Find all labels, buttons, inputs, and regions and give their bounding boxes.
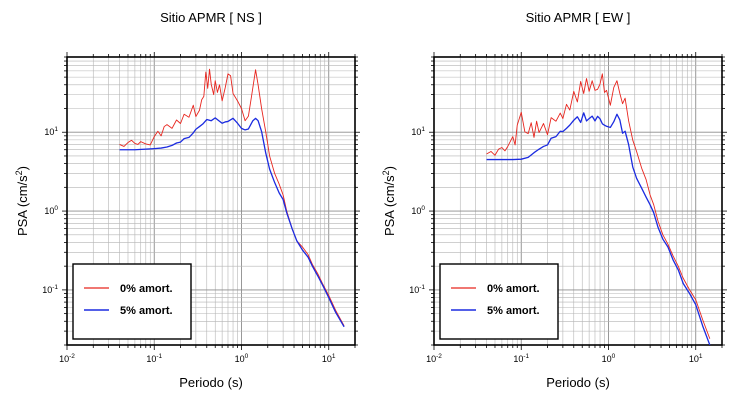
series-line-red: [486, 73, 711, 339]
tick-marks: [429, 52, 727, 350]
y-tick-label: 100: [411, 205, 425, 216]
x-tick-label: 10-1: [146, 353, 162, 364]
plot-frame: [433, 56, 723, 346]
chart-title: Sitio APMR [ EW ]: [526, 10, 631, 25]
legend: 0% amort. 5% amort.: [72, 263, 192, 340]
legend-entry: 0% amort.: [487, 283, 540, 295]
x-tick-label: 101: [689, 353, 703, 364]
legend: 0% amort. 5% amort.: [439, 263, 559, 340]
chart-panel-1: Sitio APMR [ NS ] 10-2 10-1 100 101 10-1 100 10…: [14, 10, 360, 390]
legend-entry: 5% amort.: [487, 305, 540, 317]
tick-marks: [62, 52, 360, 350]
x-tick-label: 101: [322, 353, 336, 364]
legend-entry: 0% amort.: [120, 283, 173, 295]
y-tick-label: 10-1: [42, 284, 58, 295]
chart-title: Sitio APMR [ NS ]: [160, 10, 262, 25]
y-axis-label: PSA (cm/s2): [381, 166, 397, 236]
x-axis-label: Periodo (s): [546, 375, 610, 390]
x-tick-label: 10-2: [426, 353, 442, 364]
x-tick-label: 10-2: [59, 353, 75, 364]
series-line-blue: [486, 112, 711, 345]
chart-panel-2: Sitio APMR [ EW ] 10-2 10-1 100 101 10-1 100 10…: [381, 10, 727, 390]
legend-box: [439, 263, 559, 340]
y-tick-label: 101: [411, 126, 425, 137]
x-tick-label: 10-1: [513, 353, 529, 364]
y-axis-label: PSA (cm/s2): [14, 166, 30, 236]
legend-box: [72, 263, 192, 340]
legend-entry: 5% amort.: [120, 305, 173, 317]
x-tick-label: 100: [602, 353, 616, 364]
y-tick-label: 100: [44, 205, 58, 216]
plot-frame: [66, 56, 356, 346]
grid-lines: [66, 56, 356, 346]
series-line-blue: [119, 117, 345, 328]
y-tick-label: 10-1: [409, 284, 425, 295]
y-tick-label: 101: [44, 126, 58, 137]
x-tick-label: 100: [235, 353, 249, 364]
x-axis-label: Periodo (s): [179, 375, 243, 390]
